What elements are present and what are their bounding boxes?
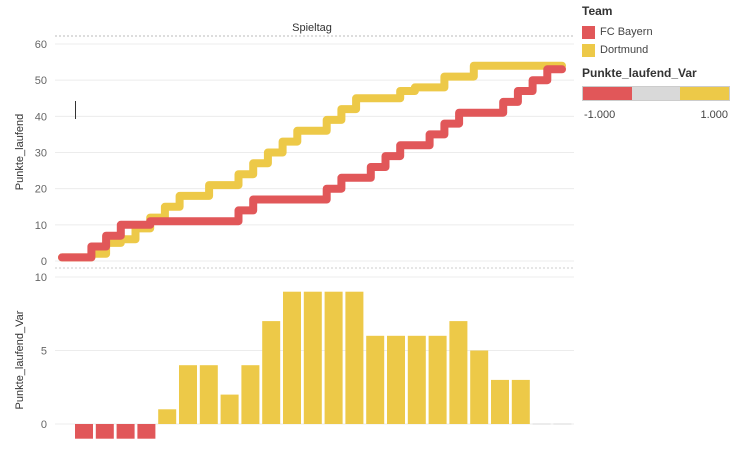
bar [95,424,114,439]
bar [449,321,468,424]
scale-max-label: 1.000 [700,109,728,121]
legend-label: FC Bayern [600,26,653,38]
y-tick-label: 5 [41,346,47,358]
column-header: Spieltag [292,22,332,34]
bar [262,321,281,424]
legend-item-dortmund[interactable]: Dortmund [582,41,732,59]
bar [387,335,405,424]
y-axis-title-top: Punkte_laufend [14,114,26,190]
y-tick-label: 0 [41,419,47,431]
scale-labels: -1.000 1.000 [582,109,732,123]
tick-labels: 0 10 20 30 40 50 60 0 5 10 [35,39,47,431]
y-tick-label: 10 [35,220,47,232]
bar [470,350,489,424]
scale-segment-positive [680,87,730,100]
y-tick-label: 10 [35,272,47,284]
bar [511,379,530,424]
scale-segment-negative [583,87,632,100]
scale-zero-marker [75,101,76,119]
bar-group [75,291,572,439]
bar [366,335,385,424]
scale-min-label: -1.000 [584,109,616,121]
y-tick-label: 0 [41,256,47,268]
variance-color-legend: Punkte_laufend_Var -1.000 1.000 [582,66,732,123]
y-tick-label: 30 [35,148,47,160]
y-axis-title-bottom: Punkte_laufend_Var [14,310,26,409]
chart-canvas: Spieltag Punkte_laufend Punkte_laufend_V… [14,22,574,439]
legend-title: Team [582,4,613,18]
bar [428,335,447,424]
bar [179,365,197,424]
bar [158,409,177,424]
y-tick-label: 20 [35,184,47,196]
bar [407,335,426,424]
bar [220,394,239,424]
legend-item-fc-bayern[interactable]: FC Bayern [582,23,732,41]
bar [241,365,260,424]
bar [345,291,364,424]
bar [491,379,509,424]
team-legend: Team FC Bayern Dortmund [582,4,732,59]
bar [324,291,343,424]
y-tick-label: 60 [35,39,47,51]
y-tick-label: 50 [35,75,47,87]
bar [116,424,135,439]
line-series-group [58,61,566,262]
legend-swatch-fc-bayern [582,25,595,39]
y-tick-label: 40 [35,111,47,123]
scale-segment-neutral [631,87,681,100]
scale-legend-title: Punkte_laufend_Var [582,66,697,80]
color-scale-bar [582,86,730,101]
bar [283,291,301,424]
bar [75,424,93,439]
series-line-fc-bayern [58,65,566,262]
bar [199,365,218,424]
bar [137,424,156,439]
legend-label: Dortmund [600,44,649,56]
bar [303,291,322,424]
legend-swatch-dortmund [582,43,595,57]
